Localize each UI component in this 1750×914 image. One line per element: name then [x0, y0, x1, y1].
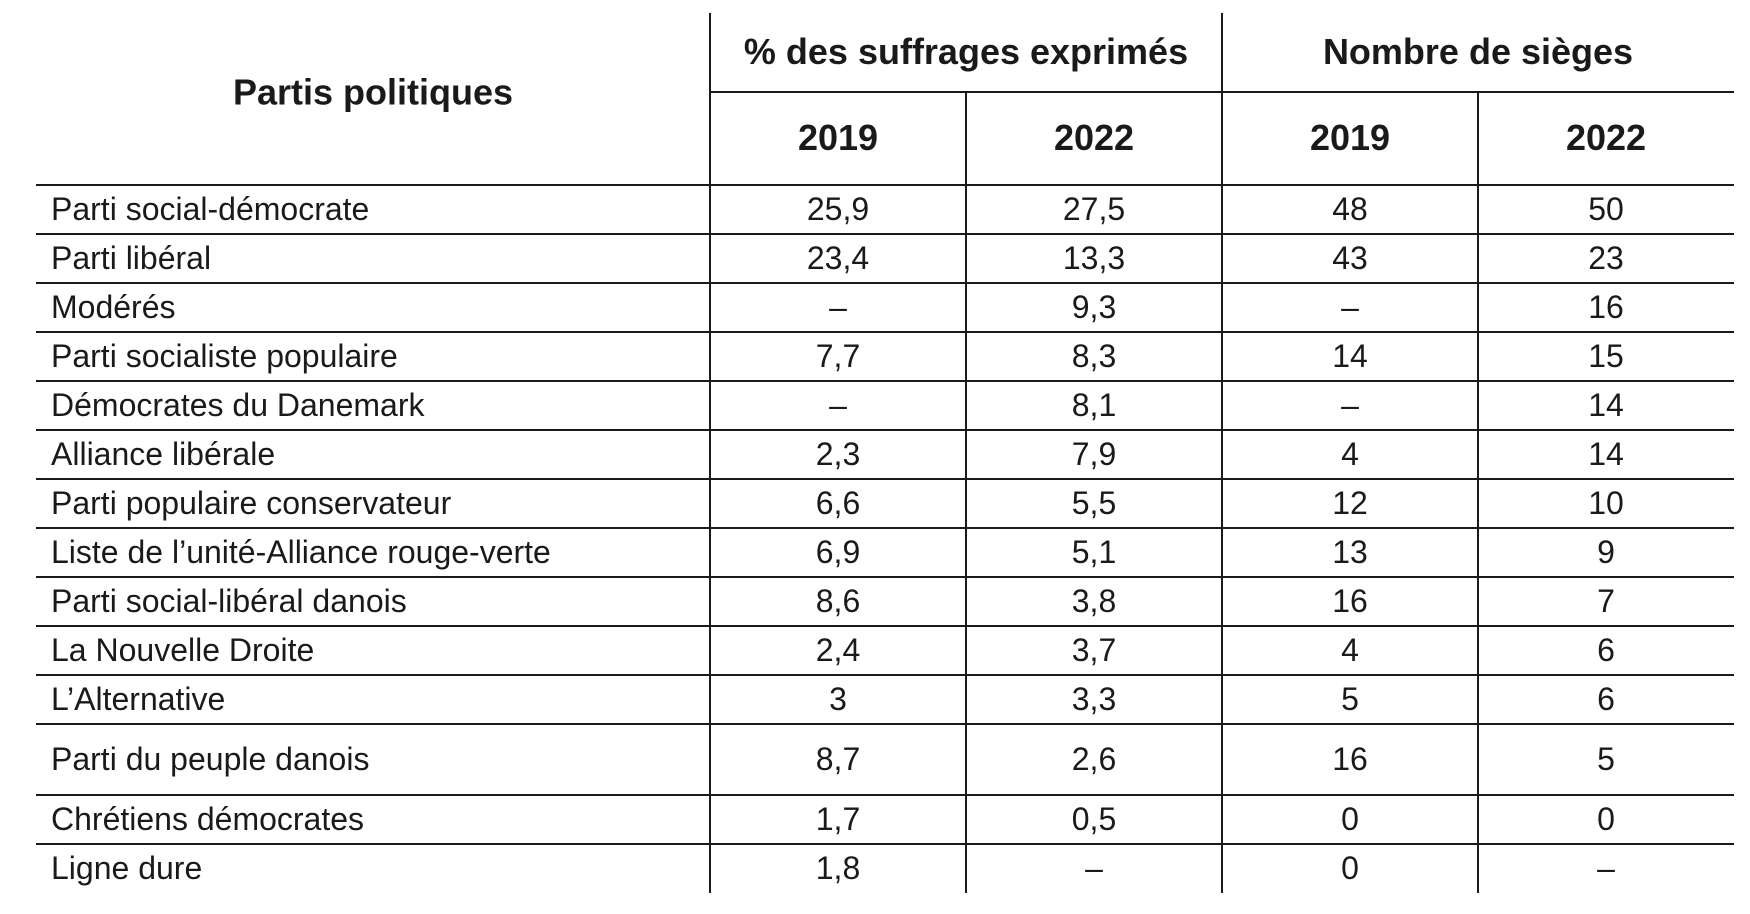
cell-value: 16: [1332, 741, 1368, 777]
party-name: L’Alternative: [51, 681, 225, 717]
cell-value: 0: [1597, 801, 1615, 837]
cell-value: 7: [1597, 583, 1615, 619]
cell-value: 23: [1588, 240, 1624, 276]
cell-value: 6: [1597, 632, 1615, 668]
header-group: Nombre de sièges: [1323, 31, 1633, 72]
cell-value: 15: [1588, 338, 1624, 374]
cell-value: 5: [1341, 681, 1359, 717]
cell-value: 5: [1597, 741, 1615, 777]
cell-value: 16: [1332, 583, 1368, 619]
cell-value: 9,3: [1072, 289, 1116, 325]
cell-value: 4: [1341, 632, 1359, 668]
cell-value: 14: [1588, 436, 1624, 472]
header-year: 2019: [798, 117, 878, 158]
party-name: Parti du peuple danois: [51, 741, 369, 777]
cell-value: 14: [1332, 338, 1368, 374]
cell-value: 27,5: [1063, 191, 1125, 227]
cell-value: 5,5: [1072, 485, 1116, 521]
cell-value: –: [829, 289, 847, 325]
cell-value: 16: [1588, 289, 1624, 325]
cell-value: 9: [1597, 534, 1615, 570]
cell-value: 12: [1332, 485, 1368, 521]
cell-value: 50: [1588, 191, 1624, 227]
party-name: Alliance libérale: [51, 436, 275, 472]
cell-value: 23,4: [807, 240, 869, 276]
cell-value: 6: [1597, 681, 1615, 717]
party-name: Chrétiens démocrates: [51, 801, 364, 837]
cell-value: 6,9: [816, 534, 860, 570]
cell-value: 3,7: [1072, 632, 1116, 668]
cell-value: 7,7: [816, 338, 860, 374]
cell-value: 8,6: [816, 583, 860, 619]
header-group: % des suffrages exprimés: [744, 31, 1188, 72]
cell-value: 0: [1341, 850, 1359, 886]
party-name: Parti libéral: [51, 240, 211, 276]
cell-value: –: [1341, 289, 1359, 325]
cell-value: 3,3: [1072, 681, 1116, 717]
cell-value: 48: [1332, 191, 1368, 227]
party-name: Parti socialiste populaire: [51, 338, 398, 374]
cell-value: 2,6: [1072, 741, 1116, 777]
cell-value: 6,6: [816, 485, 860, 521]
party-name: Modérés: [51, 289, 176, 325]
cell-value: 5,1: [1072, 534, 1116, 570]
cell-value: –: [1597, 850, 1615, 886]
party-name: Parti social-libéral danois: [51, 583, 407, 619]
party-name: Liste de l’unité-Alliance rouge-verte: [51, 534, 551, 570]
cell-value: –: [1341, 387, 1359, 423]
header-year: 2019: [1310, 117, 1390, 158]
party-name: Démocrates du Danemark: [51, 387, 425, 423]
cell-value: 8,1: [1072, 387, 1116, 423]
cell-value: –: [1085, 850, 1103, 886]
cell-value: 0: [1341, 801, 1359, 837]
cell-value: 25,9: [807, 191, 869, 227]
header-cell: Partis politiques: [233, 72, 513, 113]
cell-value: 7,9: [1072, 436, 1116, 472]
cell-value: 3,8: [1072, 583, 1116, 619]
cell-value: 2,3: [816, 436, 860, 472]
cell-value: 10: [1588, 485, 1624, 521]
cell-value: 14: [1588, 387, 1624, 423]
cell-value: 3: [829, 681, 847, 717]
cell-value: 0,5: [1072, 801, 1116, 837]
cell-value: 4: [1341, 436, 1359, 472]
party-name: Parti populaire conservateur: [51, 485, 452, 521]
cell-value: –: [829, 387, 847, 423]
cell-value: 8,7: [816, 741, 860, 777]
cell-value: 2,4: [816, 632, 860, 668]
cell-value: 8,3: [1072, 338, 1116, 374]
header-year: 2022: [1566, 117, 1646, 158]
party-name: La Nouvelle Droite: [51, 632, 314, 668]
cell-value: 13,3: [1063, 240, 1125, 276]
cell-value: 13: [1332, 534, 1368, 570]
cell-value: 1,7: [816, 801, 860, 837]
cell-value: 43: [1332, 240, 1368, 276]
party-name: Ligne dure: [51, 850, 202, 886]
header-year: 2022: [1054, 117, 1134, 158]
party-name: Parti social-démocrate: [51, 191, 369, 227]
cell-value: 1,8: [816, 850, 860, 886]
